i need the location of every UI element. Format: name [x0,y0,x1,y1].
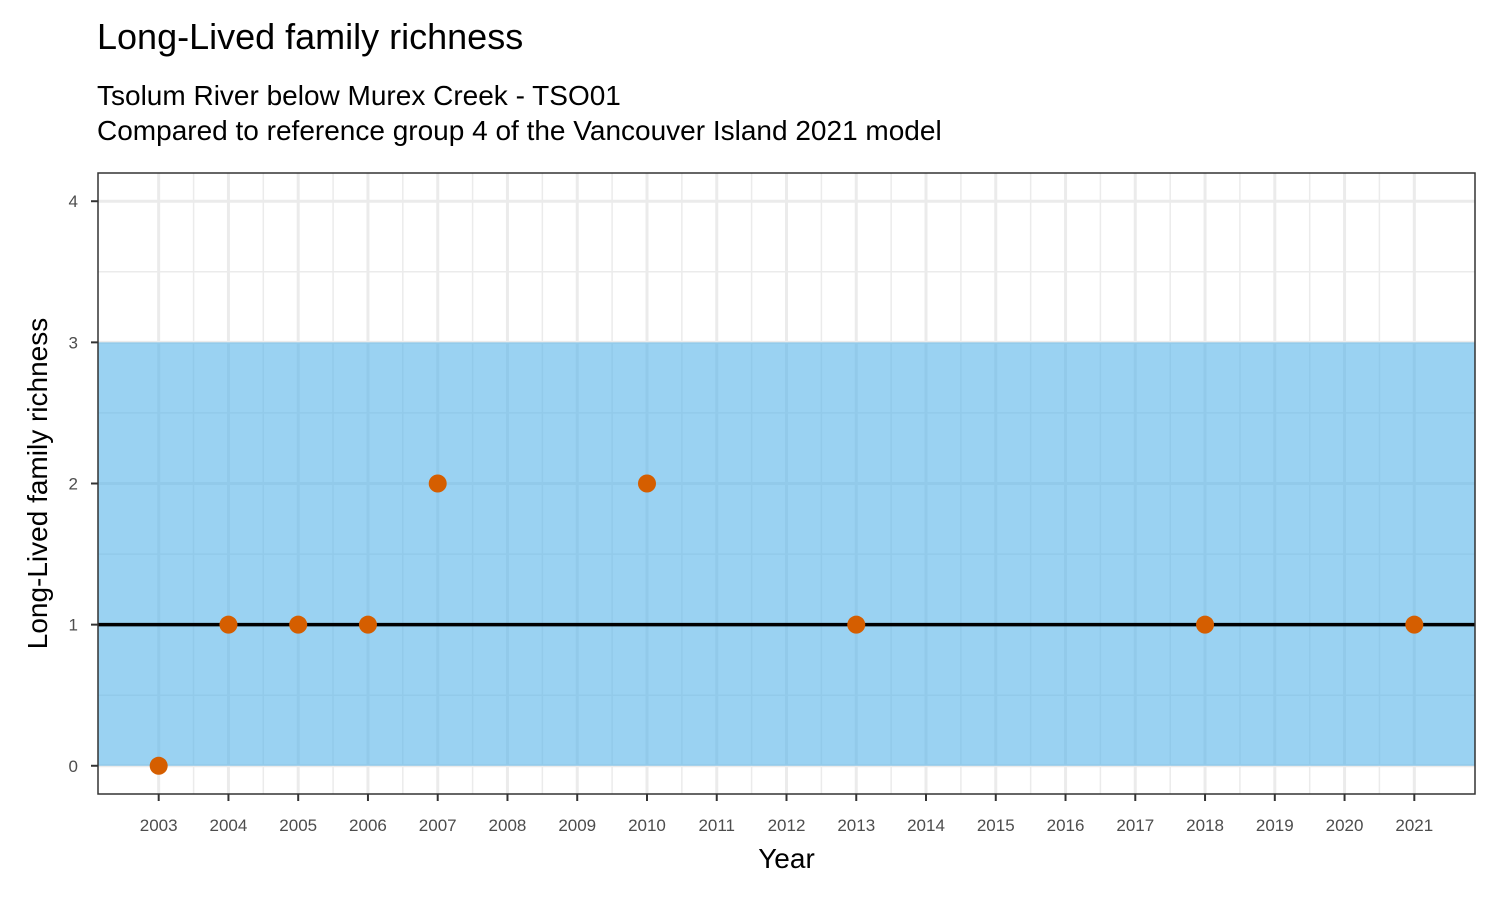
y-axis: 0 1 2 3 4 [69,192,98,776]
x-tick-label: 2016 [1047,816,1085,835]
data-point [428,474,447,493]
x-tick-label: 2006 [349,816,387,835]
reference-range-band [98,342,1475,766]
data-point [847,615,866,634]
x-tick-label: 2015 [977,816,1015,835]
chart-title: Long-Lived family richness [97,16,524,57]
x-tick-label: 2004 [210,816,248,835]
data-point [637,474,656,493]
x-tick-label: 2003 [140,816,178,835]
y-tick-label: 0 [69,757,78,776]
x-tick-label: 2018 [1186,816,1224,835]
x-tick-label: 2020 [1326,816,1364,835]
x-tick-label: 2009 [558,816,596,835]
data-points [149,474,1424,775]
y-tick-label: 1 [69,616,78,635]
data-point [1405,615,1424,634]
data-point [358,615,377,634]
x-tick-label: 2017 [1116,816,1154,835]
data-point [149,756,168,775]
y-tick-label: 3 [69,333,78,352]
y-axis-title: Long-Lived family richness [22,318,53,650]
data-point [219,615,238,634]
x-tick-label: 2013 [837,816,875,835]
y-tick-label: 4 [69,192,78,211]
data-point [289,615,308,634]
data-point [1196,615,1215,634]
x-tick-label: 2007 [419,816,457,835]
y-tick-label: 2 [69,475,78,494]
chart-subtitle-site: Tsolum River below Murex Creek - TSO01 [97,80,621,111]
x-tick-label: 2010 [628,816,666,835]
x-tick-label: 2012 [768,816,806,835]
x-tick-label: 2019 [1256,816,1294,835]
chart-subtitle-reference: Compared to reference group 4 of the Van… [97,115,942,146]
x-tick-label: 2008 [489,816,527,835]
x-tick-label: 2014 [907,816,945,835]
x-tick-label: 2021 [1395,816,1433,835]
x-tick-label: 2005 [279,816,317,835]
x-axis: 2003 2004 2005 2006 2007 2008 2009 2010 2011 2012… [140,794,1433,835]
x-axis-title: Year [758,843,815,874]
x-tick-label: 2011 [698,816,735,835]
